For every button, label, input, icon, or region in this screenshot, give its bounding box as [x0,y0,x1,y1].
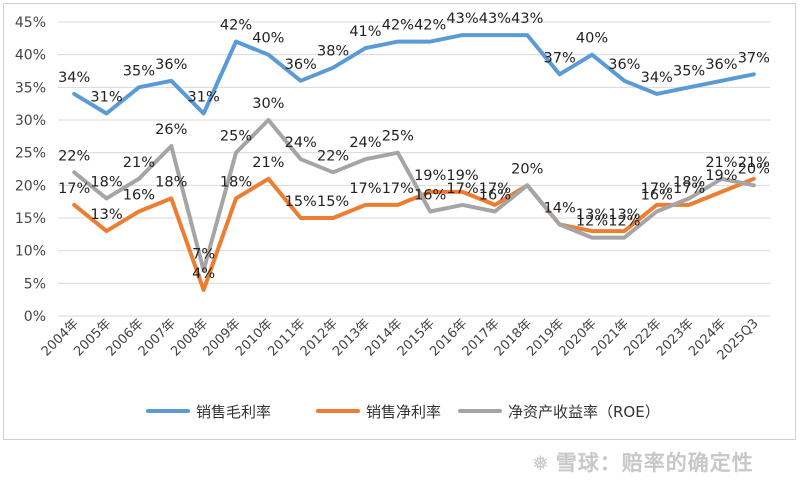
data-label: 37% [738,50,770,66]
data-label: 35% [673,63,705,79]
data-label: 42% [382,18,414,34]
data-label: 34% [58,70,90,86]
y-tick-label: 30% [15,113,46,129]
data-label: 18% [90,174,122,190]
data-label: 16% [123,187,155,203]
data-label: 17% [479,181,511,197]
data-label: 16% [479,187,511,203]
data-label: 17% [58,181,90,197]
data-label: 31% [188,89,220,105]
data-label: 17% [349,181,381,197]
data-label: 36% [608,57,640,73]
data-label: 13% [90,207,122,223]
data-label: 36% [705,57,737,73]
data-label: 16% [414,187,446,203]
data-label: 15% [285,194,317,210]
data-label: 30% [252,96,284,112]
data-label: 42% [414,18,446,34]
y-tick-label: 5% [24,276,46,292]
data-label: 14% [544,201,576,217]
y-tick-label: 20% [15,178,46,194]
data-label: 18% [155,174,187,190]
data-label: 7% [192,246,215,262]
data-label: 19% [446,168,478,184]
data-label: 4% [192,266,215,282]
data-label: 18% [673,174,705,190]
data-label: 36% [285,57,317,73]
data-label: 12% [576,214,608,230]
legend-label: 净资产收益率（ROE） [508,403,660,421]
data-label: 34% [641,70,673,86]
data-label: 21% [705,155,737,171]
y-tick-label: 40% [15,48,46,64]
y-tick-label: 10% [15,244,46,260]
watermark: ❅ 雪球：赔率的确定性 [532,447,754,477]
data-label: 20% [511,161,543,177]
data-label: 19% [414,168,446,184]
data-label: 17% [446,181,478,197]
data-label: 13% [608,207,640,223]
data-label: 19% [705,168,737,184]
data-label: 21% [252,155,284,171]
data-label: 40% [576,31,608,47]
y-tick-label: 45% [15,15,46,31]
data-label: 21% [123,155,155,171]
snowball-logo-icon: ❅ [532,451,550,475]
y-tick-label: 15% [15,211,46,227]
data-label: 22% [58,148,90,164]
data-label: 41% [349,24,381,40]
chart-frame [3,3,796,440]
data-label: 13% [576,207,608,223]
data-label: 43% [479,11,511,27]
data-label: 24% [349,135,381,151]
series-line-2 [72,176,756,292]
data-label: 40% [252,31,284,47]
data-label: 31% [90,89,122,105]
y-tick-label: 35% [15,80,46,96]
series-line-1 [72,33,756,116]
data-label: 15% [317,194,349,210]
data-label: 25% [382,129,414,145]
data-label: 17% [641,181,673,197]
data-label: 38% [317,44,349,60]
data-label: 20% [738,161,770,177]
data-label: 43% [511,11,543,27]
data-label: 25% [220,129,252,145]
legend-label: 销售毛利率 [196,403,271,421]
data-label: 43% [446,11,478,27]
data-label: 12% [608,214,640,230]
data-label: 36% [155,57,187,73]
data-label: 16% [641,187,673,203]
data-label: 24% [285,135,317,151]
legend-label: 销售净利率 [366,403,441,421]
y-tick-label: 0% [24,309,46,325]
watermark-text: 雪球：赔率的确定性 [555,451,754,475]
series-line-3 [72,118,756,273]
data-label: 37% [544,50,576,66]
data-label: 22% [317,148,349,164]
data-label: 26% [155,122,187,138]
data-label: 17% [673,181,705,197]
data-label: 35% [123,63,155,79]
data-label: 42% [220,18,252,34]
data-label: 18% [220,174,252,190]
data-label: 21% [738,155,770,171]
data-label: 17% [382,181,414,197]
y-tick-label: 25% [15,146,46,162]
